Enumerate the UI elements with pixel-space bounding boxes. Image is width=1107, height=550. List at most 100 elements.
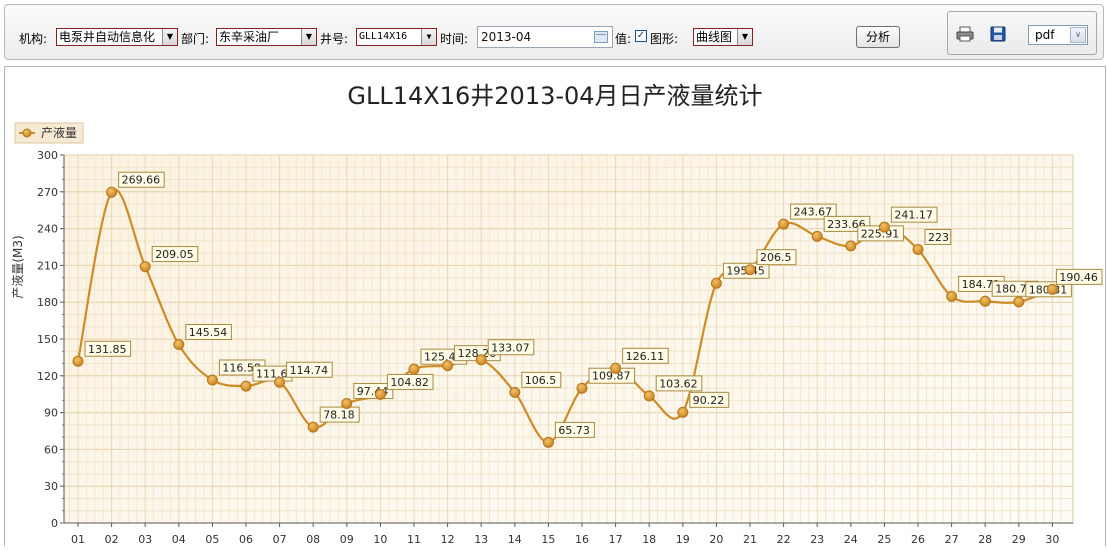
x-tick-label: 11 bbox=[407, 533, 421, 546]
data-label-box bbox=[386, 373, 434, 390]
x-tick-label: 13 bbox=[474, 533, 488, 546]
x-tick-label: 27 bbox=[945, 533, 959, 546]
y-tick-label: 90 bbox=[44, 407, 58, 420]
org-select-value: 电泵井自动信息化 bbox=[59, 30, 156, 44]
data-point bbox=[106, 186, 118, 198]
calendar-icon[interactable] bbox=[594, 31, 608, 43]
print-icon[interactable] bbox=[956, 26, 974, 42]
data-label: 106.5 bbox=[525, 374, 557, 387]
time-input[interactable]: 2013-04 bbox=[477, 26, 613, 48]
y-axis-label: 产液量(M3) bbox=[10, 235, 25, 298]
data-point bbox=[139, 261, 151, 273]
well-label: 井号: bbox=[320, 32, 349, 46]
data-point bbox=[240, 380, 252, 392]
graph-type-select[interactable]: 曲线图 ▼ bbox=[693, 28, 753, 46]
data-point bbox=[979, 295, 991, 307]
legend-marker-icon bbox=[22, 128, 32, 138]
data-label: 241.17 bbox=[894, 209, 933, 222]
data-point bbox=[744, 264, 756, 276]
data-point bbox=[341, 397, 353, 409]
data-point bbox=[845, 240, 857, 252]
data-point bbox=[542, 436, 554, 448]
chart-title: GLL14X16井2013-04月日产液量统计 bbox=[347, 82, 762, 110]
export-format-value: pdf bbox=[1035, 28, 1055, 42]
chevron-down-icon[interactable]: ▼ bbox=[301, 29, 316, 45]
data-point bbox=[475, 354, 487, 366]
graph-checkbox[interactable]: ✓ bbox=[635, 30, 647, 42]
y-tick-label: 180 bbox=[37, 296, 58, 309]
well-select[interactable]: GLL14X16 ▼ bbox=[356, 28, 437, 46]
data-label-box bbox=[655, 375, 703, 392]
export-panel: pdf ∨ bbox=[947, 11, 1097, 55]
data-label: 243.67 bbox=[794, 206, 833, 219]
data-label-box bbox=[1055, 268, 1103, 285]
data-label: 128.26 bbox=[458, 347, 497, 360]
y-tick-label: 210 bbox=[37, 259, 58, 272]
y-tick-label: 240 bbox=[37, 223, 58, 236]
data-point bbox=[509, 386, 521, 398]
data-label-box bbox=[84, 340, 132, 357]
data-label: 125.41 bbox=[424, 351, 463, 364]
data-point bbox=[1046, 283, 1058, 295]
chevron-down-icon[interactable]: ▼ bbox=[421, 29, 436, 45]
data-label: 133.07 bbox=[491, 341, 530, 354]
dept-select[interactable]: 东辛采油厂 ▼ bbox=[216, 28, 317, 46]
data-label-box bbox=[286, 361, 333, 378]
data-label-box bbox=[622, 347, 669, 364]
data-label: 190.46 bbox=[1059, 271, 1098, 284]
legend-label: 产液量 bbox=[41, 125, 77, 140]
chevron-down-icon[interactable]: ∨ bbox=[1070, 27, 1086, 43]
x-tick-label: 04 bbox=[172, 533, 186, 546]
org-select[interactable]: 电泵井自动信息化 ▼ bbox=[56, 28, 178, 46]
data-label-box bbox=[790, 203, 837, 220]
x-tick-label: 14 bbox=[508, 533, 522, 546]
data-point bbox=[912, 243, 924, 255]
dept-label: 部门: bbox=[181, 32, 210, 46]
legend: 产液量 bbox=[14, 122, 84, 144]
y-tick-label: 30 bbox=[44, 480, 58, 493]
data-label: 269.66 bbox=[122, 174, 161, 187]
well-select-value: GLL14X16 bbox=[359, 31, 408, 42]
data-point bbox=[946, 290, 958, 302]
x-tick-label: 16 bbox=[575, 533, 589, 546]
data-label-box bbox=[554, 421, 595, 438]
data-point bbox=[878, 221, 890, 233]
value-label: 值: bbox=[615, 32, 632, 46]
chevron-down-icon[interactable]: ▼ bbox=[737, 29, 752, 45]
data-point bbox=[811, 230, 823, 242]
x-tick-label: 19 bbox=[676, 533, 690, 546]
x-tick-label: 09 bbox=[340, 533, 354, 546]
org-label: 机构: bbox=[19, 32, 48, 46]
data-point bbox=[374, 388, 386, 400]
data-label-box bbox=[890, 206, 938, 223]
time-input-value: 2013-04 bbox=[481, 30, 532, 44]
data-label-box bbox=[689, 391, 730, 408]
x-tick-label: 28 bbox=[978, 533, 992, 546]
data-point bbox=[677, 406, 689, 418]
analyze-button[interactable]: 分析 bbox=[856, 26, 900, 48]
x-tick-label: 26 bbox=[911, 533, 925, 546]
x-tick-label: 25 bbox=[877, 533, 891, 546]
data-label-box bbox=[151, 246, 199, 263]
dept-select-value: 东辛采油厂 bbox=[219, 30, 280, 44]
data-point bbox=[1013, 296, 1025, 308]
data-label: 116.58 bbox=[222, 361, 261, 374]
data-label: 103.62 bbox=[659, 377, 698, 390]
x-tick-label: 05 bbox=[205, 533, 219, 546]
data-label: 180.78 bbox=[995, 283, 1033, 296]
x-tick-label: 21 bbox=[743, 533, 757, 546]
save-icon[interactable] bbox=[990, 26, 1006, 42]
data-point bbox=[307, 421, 319, 433]
data-label: 209.05 bbox=[155, 248, 194, 261]
x-tick-label: 03 bbox=[138, 533, 152, 546]
export-format-select[interactable]: pdf ∨ bbox=[1028, 25, 1088, 45]
data-point bbox=[610, 362, 622, 374]
data-label: 78.18 bbox=[323, 409, 355, 422]
chevron-down-icon[interactable]: ▼ bbox=[162, 29, 177, 45]
data-label-box bbox=[118, 171, 165, 188]
y-tick-label: 60 bbox=[44, 443, 58, 456]
y-tick-label: 120 bbox=[37, 370, 58, 383]
x-tick-label: 06 bbox=[239, 533, 253, 546]
data-point bbox=[710, 277, 722, 289]
graph-label: 图形: bbox=[650, 32, 679, 46]
